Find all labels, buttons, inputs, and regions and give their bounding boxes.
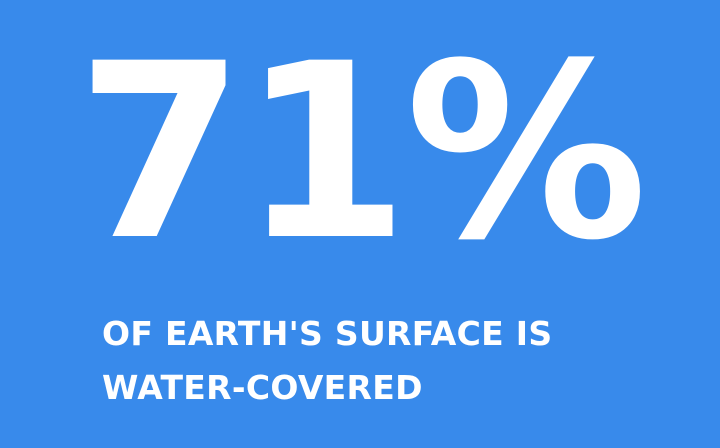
caption-line-1: OF EARTH'S SURFACE IS [102, 314, 553, 353]
caption-line-2: WATER-COVERED [102, 368, 423, 407]
stat-value: 71% [76, 12, 647, 294]
stat-caption: OF EARTH'S SURFACE IS WATER-COVERED [102, 307, 702, 415]
